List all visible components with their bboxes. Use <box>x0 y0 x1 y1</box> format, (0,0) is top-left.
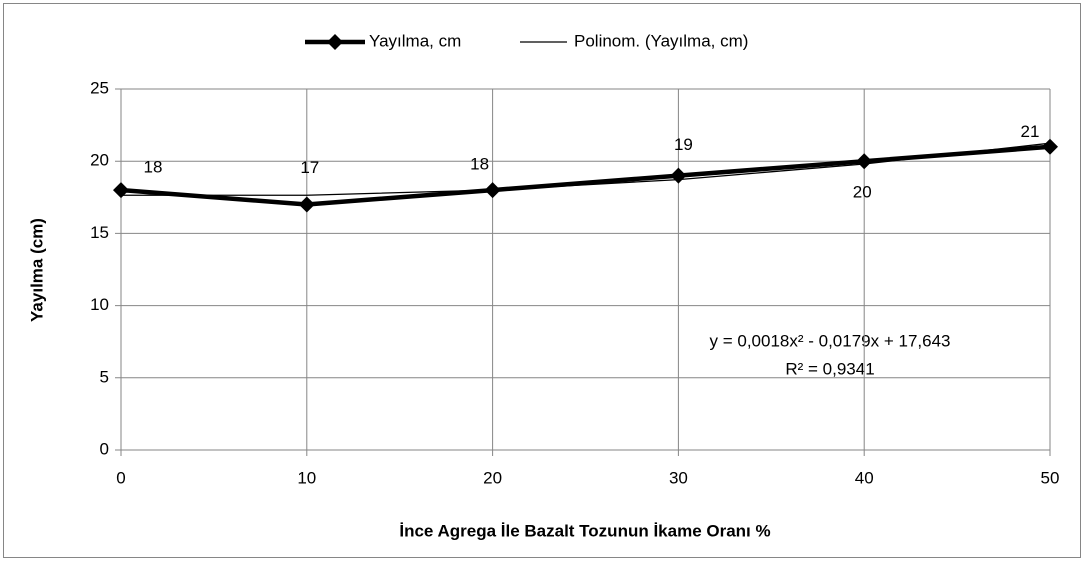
chart-border <box>3 3 1081 558</box>
x-tick-label: 0 <box>116 468 125 487</box>
data-label: 18 <box>144 158 163 177</box>
y-axis-title: Yayılma (cm) <box>27 218 46 322</box>
trendline-r2: R² = 0,9341 <box>785 359 874 378</box>
x-tick-label: 40 <box>855 468 874 487</box>
x-axis-title: İnce Agrega İle Bazalt Tozunun İkame Ora… <box>399 521 770 540</box>
x-tick-label: 30 <box>669 468 688 487</box>
y-tick-label: 10 <box>90 295 109 314</box>
y-tick-label: 15 <box>90 223 109 242</box>
marker <box>484 182 501 199</box>
marker <box>298 196 315 213</box>
data-label: 17 <box>300 158 319 177</box>
y-tick-label: 5 <box>100 367 109 386</box>
legend-marker <box>327 34 343 50</box>
data-label: 20 <box>853 183 872 202</box>
x-tick-label: 10 <box>297 468 316 487</box>
marker <box>670 167 687 184</box>
data-line <box>120 144 1051 207</box>
data-label: 19 <box>674 135 693 154</box>
trendline-equation: y = 0,0018x² - 0,0179x + 17,643 <box>709 331 950 350</box>
y-tick-label: 20 <box>90 151 109 170</box>
data-label: 21 <box>1021 122 1040 141</box>
y-tick-label: 0 <box>100 439 109 458</box>
marker <box>856 153 873 170</box>
y-tick-label: 25 <box>90 78 109 97</box>
marker <box>113 182 129 199</box>
legend-label: Polinom. (Yayılma, cm) <box>574 31 748 50</box>
trendline <box>120 142 1051 196</box>
x-tick-label: 20 <box>483 468 502 487</box>
x-tick-label: 50 <box>1041 468 1060 487</box>
marker <box>1042 138 1058 155</box>
data-label: 18 <box>470 155 489 174</box>
legend-label: Yayılma, cm <box>369 31 461 50</box>
